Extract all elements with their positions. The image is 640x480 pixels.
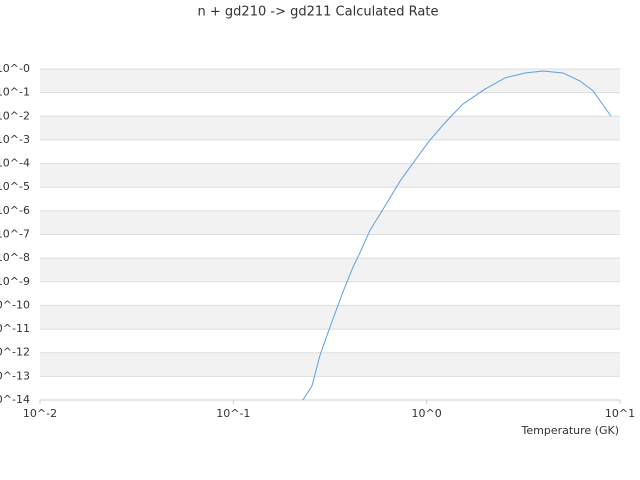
y-tick-label: 10^-13 xyxy=(0,369,30,382)
y-tick-label: 10^-10 xyxy=(0,298,30,311)
y-tick-label: 10^-8 xyxy=(0,251,30,264)
y-tick-label: 10^-3 xyxy=(0,133,30,146)
y-tick-label: 10^-4 xyxy=(0,157,30,170)
band xyxy=(40,69,620,93)
band xyxy=(40,352,620,377)
y-tick-label: 10^-7 xyxy=(0,228,30,241)
y-tick-label: 10^-0 xyxy=(0,62,30,75)
band xyxy=(40,258,620,282)
band xyxy=(40,116,620,140)
y-tick-label: 10^-14 xyxy=(0,393,30,406)
y-tick-label: 10^-9 xyxy=(0,275,30,288)
x-tick-label: 10^-1 xyxy=(216,407,250,420)
x-tick-label: 10^-2 xyxy=(23,407,57,420)
y-tick-label: 10^-1 xyxy=(0,86,30,99)
chart-title: n + gd210 -> gd211 Calculated Rate xyxy=(198,5,439,20)
y-tick-label: 10^-6 xyxy=(0,204,30,217)
y-tick-label: 10^-2 xyxy=(0,109,30,122)
y-tick-label: 10^-5 xyxy=(0,180,30,193)
band xyxy=(40,163,620,188)
x-tick-label: 10^0 xyxy=(412,407,442,420)
x-axis-label: Temperature (GK) xyxy=(521,424,620,437)
y-tick-label: 10^-12 xyxy=(0,346,30,359)
band xyxy=(40,210,620,235)
band xyxy=(40,305,620,330)
y-tick-label: 10^-11 xyxy=(0,322,30,335)
data-line xyxy=(302,70,612,401)
x-tick-label: 10^1 xyxy=(605,407,635,420)
